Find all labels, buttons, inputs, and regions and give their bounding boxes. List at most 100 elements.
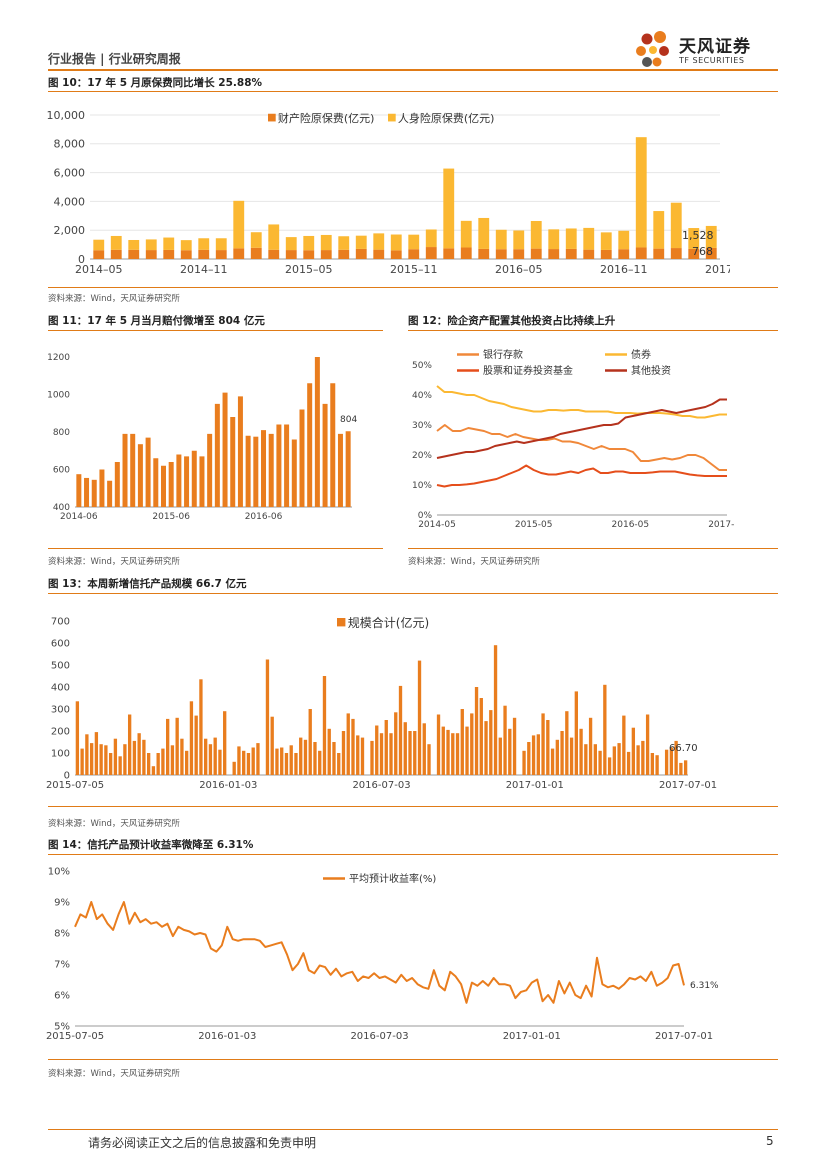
fig13-chart: 0 100 200 300 400 500 600 700 2015-07-05 2016-01-…: [46, 615, 717, 791]
company-logo: 天风证券 TF SECURITIES: [633, 28, 783, 72]
fig11-bar: [99, 469, 105, 507]
fig10-bar: [495, 249, 507, 259]
page-number: 5: [766, 1134, 774, 1148]
fig11-bar: [191, 450, 197, 507]
fig14-y-tick-label: 5%: [54, 1022, 70, 1033]
fig14-caption: 图 14：信托产品预计收益率微降至 6.31%: [48, 839, 254, 851]
fig13-bar: [113, 738, 118, 775]
fig13-bar: [322, 676, 327, 775]
fig10-bar: [425, 229, 437, 248]
fig10-bar: [408, 234, 420, 250]
fig13-bar: [498, 737, 502, 775]
fig13-y-tick-label: 100: [51, 749, 70, 760]
fig13-bar: [451, 733, 455, 775]
fig10-bar: [670, 248, 682, 259]
fig13-bar: [560, 731, 564, 775]
fig11-bar: [284, 424, 290, 507]
fig13-bottom-rule: [48, 806, 778, 807]
fig13-bar: [146, 753, 151, 775]
fig13-bar: [527, 742, 531, 775]
fig13-bar: [108, 753, 113, 775]
fig10-bar: [530, 248, 542, 259]
fig12-y-tick-label: 40%: [412, 391, 432, 401]
fig13-bar: [679, 762, 683, 775]
fig10-bar: [93, 239, 105, 251]
fig11-bar: [107, 480, 113, 507]
fig10-bar: [285, 237, 297, 251]
fig12-y-tick-label: 0%: [418, 511, 433, 521]
fig13-bar: [85, 734, 89, 775]
fig13-bar: [664, 749, 669, 775]
fig13-bar: [612, 746, 617, 775]
fig10-bar: [600, 249, 612, 259]
fig11-bar: [330, 383, 336, 507]
fig10-bar: [390, 250, 402, 259]
fig13-bar: [674, 740, 678, 775]
fig14-y-tick-label: 8%: [54, 929, 70, 940]
fig10-x-tick-label: 2015–11: [390, 263, 438, 276]
fig10-bar: [303, 235, 315, 251]
fig10-bar: [373, 249, 385, 259]
fig13-bar: [199, 679, 203, 775]
fig12-x-tick-label: 2016-05: [612, 520, 650, 530]
fig13-bar: [493, 645, 498, 775]
fig10-bar: [460, 220, 472, 248]
fig12-x-tick-label: 2017-05: [708, 520, 735, 530]
fig13-bar: [455, 733, 460, 775]
fig12-legend-label: 股票和证券投资基金: [483, 364, 573, 377]
fig13-bar: [189, 701, 194, 775]
fig11-x-tick-label: 2014-06: [60, 512, 98, 522]
fig13-bar: [398, 685, 403, 775]
report-header: 行业报告 | 行业研究周报: [48, 52, 181, 66]
fig13-bar: [574, 691, 578, 775]
fig13-bar: [142, 739, 146, 775]
fig12-source: 资料来源：Wind，天风证券研究所: [408, 557, 540, 567]
fig13-bar: [161, 748, 165, 775]
fig13-bar: [593, 744, 598, 775]
fig10-bar: [688, 228, 700, 249]
fig11-y-tick-label: 1000: [47, 391, 70, 401]
fig14-x-tick-label: 2016-01-03: [198, 1031, 256, 1042]
fig10-bar: [180, 240, 192, 251]
fig13-bar: [479, 698, 483, 775]
fig11-bar: [237, 396, 243, 507]
fig10-bar: [635, 137, 647, 248]
fig12-legend-label: 债券: [631, 348, 651, 361]
fig11-bar: [214, 403, 220, 507]
fig10-bar: [653, 248, 665, 259]
fig12-y-tick-label: 30%: [412, 421, 432, 431]
fig10-bar: [565, 248, 577, 259]
fig10-bar: [303, 250, 315, 259]
fig13-bar: [389, 733, 393, 775]
fig11-bar: [91, 479, 97, 507]
fig13-top-rule: [48, 593, 778, 594]
fig12-bottom-rule: [408, 548, 778, 549]
fig13-bar: [351, 718, 355, 775]
fig13-bar: [194, 715, 198, 775]
fig10-y-tick-label: 4,000: [54, 195, 86, 208]
fig11-bar: [322, 403, 328, 507]
fig13-bar: [232, 761, 236, 775]
fig11-bar: [261, 430, 267, 507]
fig13-bar: [218, 749, 222, 775]
fig14-y-tick-label: 10%: [48, 867, 70, 878]
fig13-bar: [460, 709, 464, 775]
fig10-legend-swatch: [388, 113, 396, 122]
logo-english-name: TF SECURITIES: [679, 56, 745, 65]
fig11-bar: [345, 431, 351, 507]
fig14-source: 资料来源：Wind，天风证券研究所: [48, 1069, 180, 1079]
fig14-chart: 5% 6% 7% 8% 9% 10% 2015-07-05 2016-01-03 2016-07…: [46, 867, 719, 1043]
fig13-bar: [165, 718, 170, 775]
fig13-bar: [603, 684, 607, 775]
fig11-source: 资料来源：Wind，天风证券研究所: [48, 557, 180, 567]
fig11-bar: [130, 433, 136, 507]
fig10-y-tick-label: 8,000: [54, 138, 86, 151]
fig13-bar: [379, 733, 384, 775]
fig13-x-tick-label: 2017-01-01: [506, 780, 564, 791]
fig10-bar: [443, 248, 455, 259]
fig13-bar: [413, 731, 417, 775]
fig11-bar: [230, 417, 236, 507]
fig13-bar: [180, 738, 184, 775]
fig13-bar: [546, 720, 550, 775]
fig11-y-tick-label: 800: [53, 428, 70, 438]
